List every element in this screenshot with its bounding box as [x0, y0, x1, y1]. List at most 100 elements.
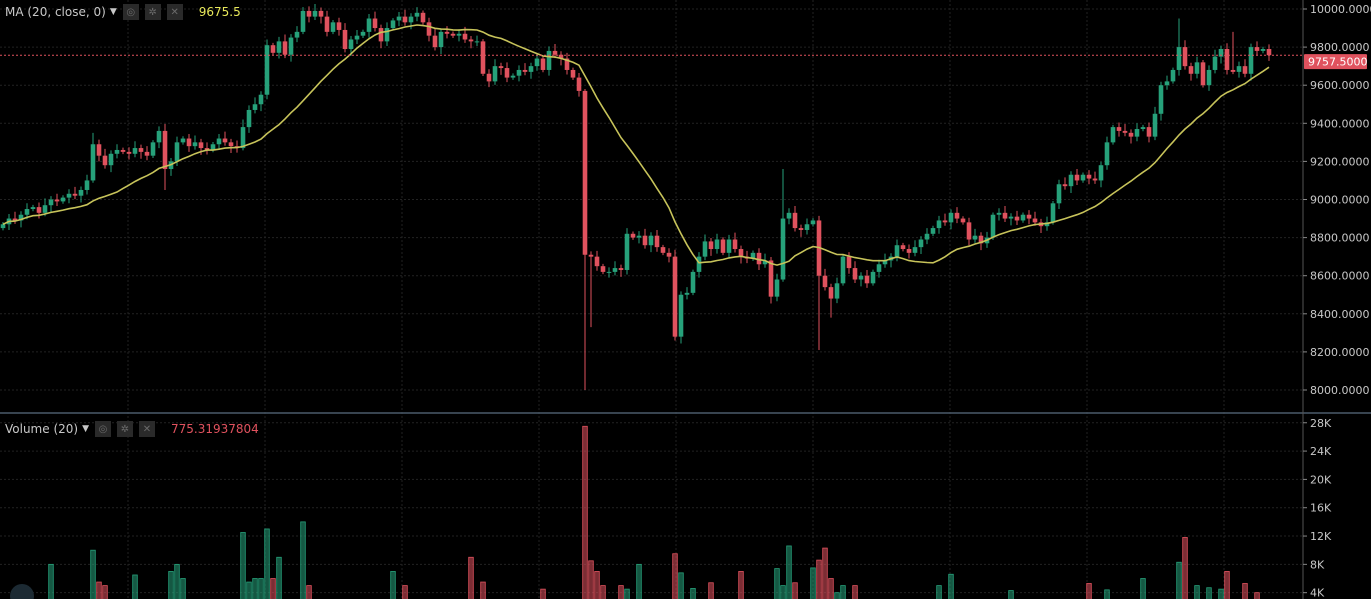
candle-body: [948, 212, 954, 223]
candle-body: [48, 199, 54, 206]
volume-bar: [258, 578, 264, 599]
price-tick-label: 8600.0000: [1310, 270, 1370, 283]
candle: [396, 12, 402, 27]
candle-body: [318, 10, 324, 17]
candle: [456, 29, 462, 42]
volume-bar: [480, 581, 486, 599]
candle-body: [780, 218, 786, 280]
candle-body: [102, 155, 108, 166]
candle: [828, 283, 834, 318]
candle-body: [354, 35, 360, 40]
volume-legend-label[interactable]: Volume (20): [5, 422, 79, 436]
candle: [972, 228, 978, 243]
candle: [414, 7, 420, 22]
candle: [1074, 169, 1080, 186]
candle: [54, 193, 60, 206]
candle: [366, 13, 372, 38]
price-tick-label: 9800.0000: [1310, 41, 1370, 54]
candle: [1176, 18, 1182, 76]
volume-bar: [132, 574, 138, 599]
gear-icon[interactable]: ✲: [117, 421, 133, 437]
eye-icon[interactable]: ◎: [95, 421, 111, 437]
candle: [504, 62, 510, 83]
candle-body: [276, 41, 282, 53]
candle: [378, 24, 384, 49]
candle-body: [666, 252, 672, 257]
candle: [1248, 43, 1254, 81]
candle: [600, 263, 606, 275]
candle-body: [126, 151, 132, 154]
candle: [858, 272, 864, 287]
candle-body: [522, 69, 528, 72]
candle-body: [1206, 69, 1212, 86]
volume-legend-value: 775.31937804: [171, 422, 259, 436]
candle: [714, 233, 720, 254]
chevron-down-icon[interactable]: ▼: [109, 7, 117, 17]
candle: [204, 142, 210, 155]
candle: [144, 146, 150, 161]
volume-bar: [852, 585, 858, 599]
candle: [690, 269, 696, 296]
ma-legend-label[interactable]: MA (20, close, 0): [5, 5, 106, 19]
chevron-down-icon[interactable]: ▼: [82, 424, 89, 434]
price-axis[interactable]: 10000.0000 9800.0000 9600.0000 9400.0000 920…: [1303, 3, 1371, 397]
candle-body: [708, 241, 714, 250]
candle-body: [258, 94, 264, 105]
candle: [954, 207, 960, 224]
candle-body: [552, 50, 558, 55]
candle-body: [1266, 49, 1272, 56]
candle: [900, 242, 906, 252]
candle-body: [972, 235, 978, 240]
candle-body: [546, 50, 552, 70]
close-icon[interactable]: ✕: [139, 421, 155, 437]
eye-icon[interactable]: ◎: [122, 4, 139, 20]
candle-body: [252, 104, 258, 110]
candle: [840, 254, 846, 286]
close-icon[interactable]: ✕: [166, 4, 183, 20]
candle-body: [1068, 174, 1074, 187]
volume-axis[interactable]: 28K 24K 20K 16K 12K 8K 4K: [1303, 417, 1332, 599]
candle: [1254, 41, 1260, 56]
candle-body: [378, 28, 384, 42]
candle-body: [1074, 174, 1080, 181]
candle: [1152, 106, 1158, 141]
volume-bar: [390, 571, 396, 599]
candle: [1236, 61, 1242, 78]
candle: [168, 157, 174, 176]
candle-body: [498, 66, 504, 69]
candle-body: [684, 292, 690, 295]
candle-body: [366, 18, 372, 32]
candle: [192, 135, 198, 150]
candle-body: [240, 127, 246, 149]
price-tick-label: 9000.0000: [1310, 194, 1370, 207]
volume-legend: Volume (20) ▼ ◎ ✲ ✕ 775.31937804: [5, 421, 259, 437]
candle: [648, 232, 654, 253]
candle: [282, 34, 288, 59]
candle-body: [474, 41, 480, 43]
candle-body: [606, 271, 612, 273]
candle-body: [672, 256, 678, 337]
candle: [612, 261, 618, 276]
candle-body: [288, 37, 294, 55]
candle: [432, 28, 438, 51]
volume-bar: [948, 573, 954, 599]
candle: [306, 6, 312, 23]
candle: [384, 22, 390, 46]
candle-body: [510, 75, 516, 78]
volume-bar: [600, 585, 606, 599]
candle-body: [516, 69, 522, 76]
candle-body: [528, 66, 534, 72]
candle: [774, 273, 780, 302]
candle: [942, 213, 948, 226]
candle-body: [792, 212, 798, 229]
gear-icon[interactable]: ✲: [144, 4, 161, 20]
volume-bar: [96, 581, 102, 599]
candle-body: [852, 268, 858, 280]
candle-body: [180, 138, 186, 143]
candle: [618, 264, 624, 277]
candle: [864, 269, 870, 288]
candle: [594, 250, 600, 271]
volume-bar: [252, 578, 258, 599]
candle: [780, 169, 786, 282]
